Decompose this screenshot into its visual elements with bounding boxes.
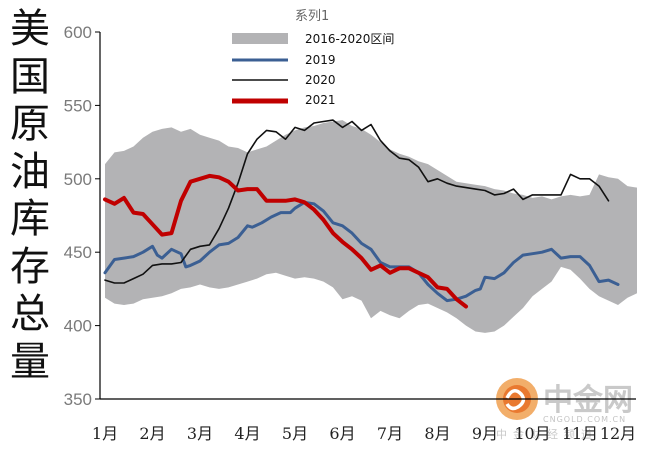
x-tick-label: 12月 bbox=[600, 424, 636, 443]
x-tick-label: 4月 bbox=[234, 424, 260, 443]
legend-swatch-band bbox=[232, 33, 288, 44]
watermark-brand: 中金网 bbox=[543, 383, 633, 418]
x-ticks: 1月 2月 3月 4月 5月 6月 7月 8月 9月 10月 11月 12月 bbox=[92, 424, 636, 443]
y-tick-label: 400 bbox=[64, 317, 92, 336]
x-tick-label: 9月 bbox=[472, 424, 498, 443]
series-line-2019 bbox=[103, 200, 620, 303]
y-axis-title-char: 油 bbox=[10, 148, 50, 195]
series-line-2021 bbox=[103, 173, 468, 309]
y-axis-title-char: 库 bbox=[10, 196, 50, 242]
x-tick-label: 2月 bbox=[139, 424, 165, 443]
y-tick-label: 550 bbox=[64, 96, 92, 115]
x-tick-label: 10月 bbox=[514, 424, 550, 443]
axes bbox=[99, 32, 636, 400]
y-axis-title-char: 总 bbox=[10, 291, 50, 337]
legend-label-band: 2016-2020区间 bbox=[305, 32, 394, 46]
y-tick-label: 350 bbox=[64, 390, 92, 409]
y-axis-title-char: 量 bbox=[10, 338, 50, 385]
y-ticks: 350 400 450 500 550 600 bbox=[64, 23, 100, 409]
x-tick-label: 6月 bbox=[329, 424, 355, 443]
legend-label-2021: 2021 bbox=[305, 93, 336, 107]
watermark-site: CNGOLD.COM.CN bbox=[543, 415, 626, 424]
y-axis-title-char: 原 bbox=[10, 101, 50, 147]
y-axis-title-char: 美 bbox=[10, 6, 50, 52]
y-tick-label: 450 bbox=[64, 243, 92, 262]
y-tick-label: 500 bbox=[64, 170, 92, 189]
series-layer bbox=[103, 119, 620, 309]
x-tick-label: 3月 bbox=[187, 424, 213, 443]
y-axis-title-char: 存 bbox=[10, 243, 50, 290]
legend: 系列1 2016-2020区间 2019 2020 2021 bbox=[232, 9, 394, 107]
series-line-2020 bbox=[104, 119, 610, 284]
range-band bbox=[105, 120, 637, 333]
band-layer bbox=[105, 120, 637, 333]
legend-title: 系列1 bbox=[295, 9, 329, 24]
x-tick-label: 8月 bbox=[424, 424, 450, 443]
legend-label-2019: 2019 bbox=[305, 53, 336, 67]
y-tick-label: 600 bbox=[64, 23, 92, 42]
x-tick-label: 5月 bbox=[282, 424, 308, 443]
x-tick-label: 7月 bbox=[377, 424, 403, 443]
x-tick-label: 1月 bbox=[92, 424, 118, 443]
y-axis-title-char: 国 bbox=[10, 53, 50, 100]
y-axis-title: 美 国 原 油 库 存 总 量 bbox=[6, 6, 54, 386]
legend-label-2020: 2020 bbox=[305, 73, 336, 87]
watermark-sub: 中金财经频道 bbox=[496, 427, 598, 441]
x-tick-label: 11月 bbox=[562, 424, 598, 443]
